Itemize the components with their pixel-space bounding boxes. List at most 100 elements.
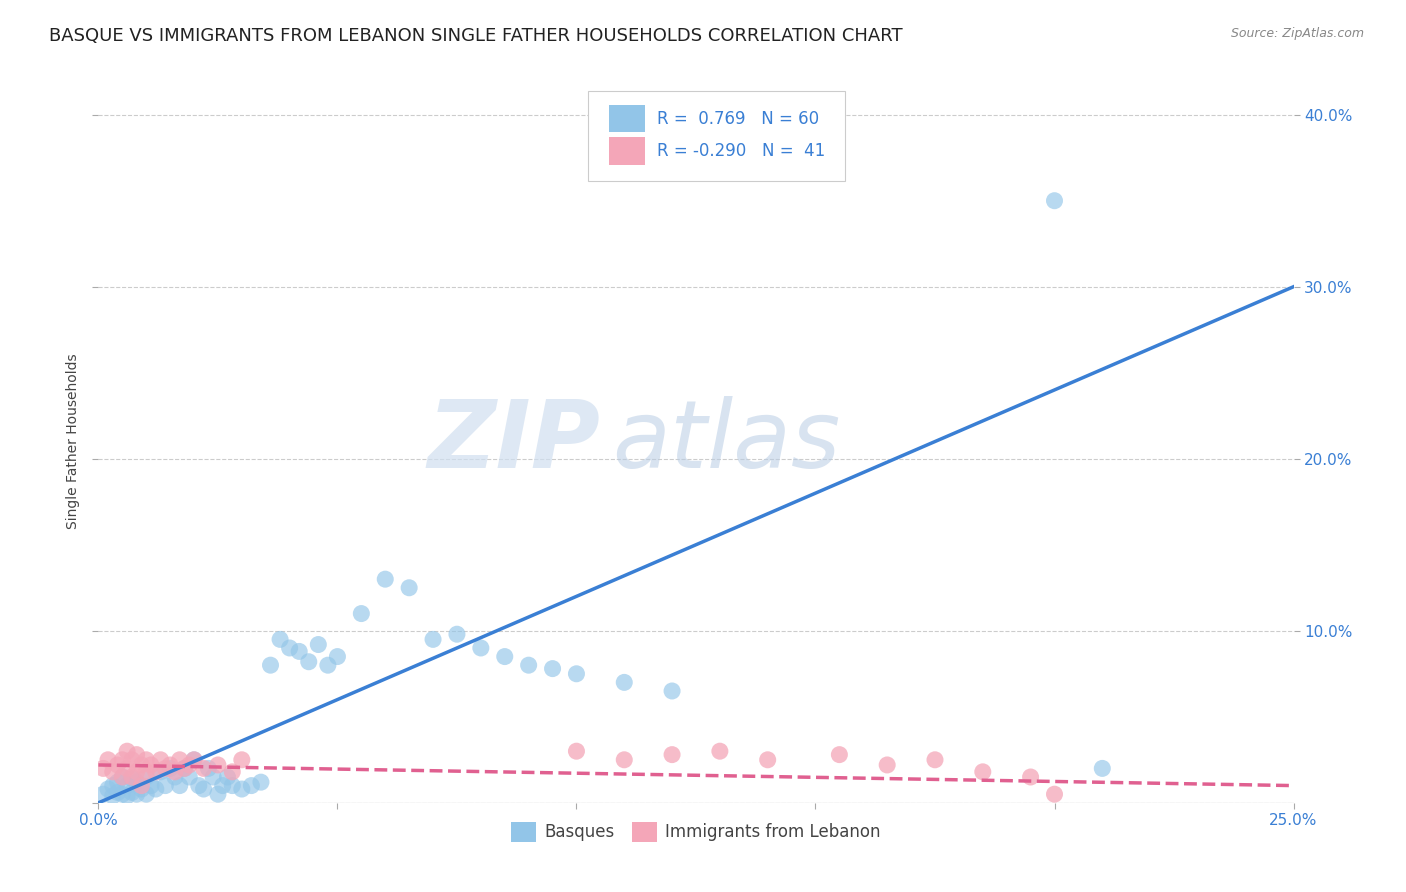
Point	[494, 649, 516, 664]
Point	[470, 640, 492, 655]
Point	[101, 764, 124, 779]
Point	[163, 770, 186, 784]
Point	[231, 782, 253, 797]
Point	[1091, 761, 1114, 775]
FancyBboxPatch shape	[609, 137, 644, 165]
Point	[661, 684, 683, 698]
Point	[179, 758, 201, 772]
Point	[121, 770, 143, 784]
Point	[135, 787, 157, 801]
Point	[709, 744, 731, 758]
Point	[517, 658, 540, 673]
Point	[613, 675, 636, 690]
Point	[121, 772, 143, 786]
Text: ZIP: ZIP	[427, 395, 600, 488]
Point	[97, 753, 120, 767]
Point	[207, 787, 229, 801]
Point	[211, 779, 233, 793]
Point	[278, 640, 301, 655]
Point	[307, 638, 329, 652]
Point	[374, 572, 396, 586]
Point	[269, 632, 291, 647]
Point	[159, 761, 181, 775]
Text: R = -0.290   N =  41: R = -0.290 N = 41	[657, 142, 825, 160]
Point	[115, 779, 138, 793]
Point	[828, 747, 851, 762]
Point	[187, 779, 209, 793]
Point	[169, 753, 191, 767]
Point	[207, 758, 229, 772]
Point	[240, 779, 263, 793]
Point	[183, 753, 205, 767]
Text: Source: ZipAtlas.com: Source: ZipAtlas.com	[1230, 27, 1364, 40]
Point	[121, 785, 143, 799]
Point	[91, 761, 114, 775]
Point	[107, 758, 129, 772]
Point	[125, 775, 148, 789]
Point	[111, 753, 134, 767]
Point	[565, 744, 588, 758]
Point	[221, 764, 243, 779]
Point	[91, 787, 114, 801]
Point	[183, 753, 205, 767]
Point	[135, 764, 157, 779]
Point	[145, 764, 167, 779]
Point	[131, 782, 153, 797]
Point	[259, 658, 281, 673]
Point	[231, 753, 253, 767]
Point	[145, 782, 167, 797]
Point	[169, 779, 191, 793]
Point	[446, 627, 468, 641]
Point	[398, 581, 420, 595]
Point	[125, 787, 148, 801]
Point	[125, 747, 148, 762]
Point	[1043, 787, 1066, 801]
Point	[101, 779, 124, 793]
Text: BASQUE VS IMMIGRANTS FROM LEBANON SINGLE FATHER HOUSEHOLDS CORRELATION CHART: BASQUE VS IMMIGRANTS FROM LEBANON SINGLE…	[49, 27, 903, 45]
Point	[298, 655, 321, 669]
Point	[924, 753, 946, 767]
Point	[661, 747, 683, 762]
Point	[139, 758, 162, 772]
Point	[316, 658, 339, 673]
Point	[149, 764, 172, 779]
Point	[115, 789, 138, 803]
Y-axis label: Single Father Households: Single Father Households	[66, 354, 80, 529]
Point	[163, 764, 186, 779]
Point	[97, 782, 120, 797]
Point	[121, 753, 143, 767]
Point	[125, 764, 148, 779]
Point	[131, 758, 153, 772]
Point	[107, 785, 129, 799]
Point	[1019, 770, 1042, 784]
Point	[111, 787, 134, 801]
Point	[541, 662, 564, 676]
Point	[111, 770, 134, 784]
Point	[350, 607, 373, 621]
Point	[217, 770, 239, 784]
Point	[179, 770, 201, 784]
Point	[221, 779, 243, 793]
Text: atlas: atlas	[613, 396, 841, 487]
Point	[876, 758, 898, 772]
Point	[135, 753, 157, 767]
Point	[202, 770, 225, 784]
Point	[139, 779, 162, 793]
Point	[155, 761, 177, 775]
Point	[111, 770, 134, 784]
Point	[756, 753, 779, 767]
Point	[101, 789, 124, 803]
Point	[326, 649, 349, 664]
FancyBboxPatch shape	[609, 105, 644, 132]
Point	[149, 753, 172, 767]
Point	[107, 775, 129, 789]
Point	[288, 644, 311, 658]
Point	[173, 761, 195, 775]
Point	[115, 761, 138, 775]
Point	[613, 753, 636, 767]
Point	[197, 761, 219, 775]
Point	[173, 761, 195, 775]
Point	[159, 758, 181, 772]
Point	[250, 775, 273, 789]
FancyBboxPatch shape	[589, 91, 845, 181]
